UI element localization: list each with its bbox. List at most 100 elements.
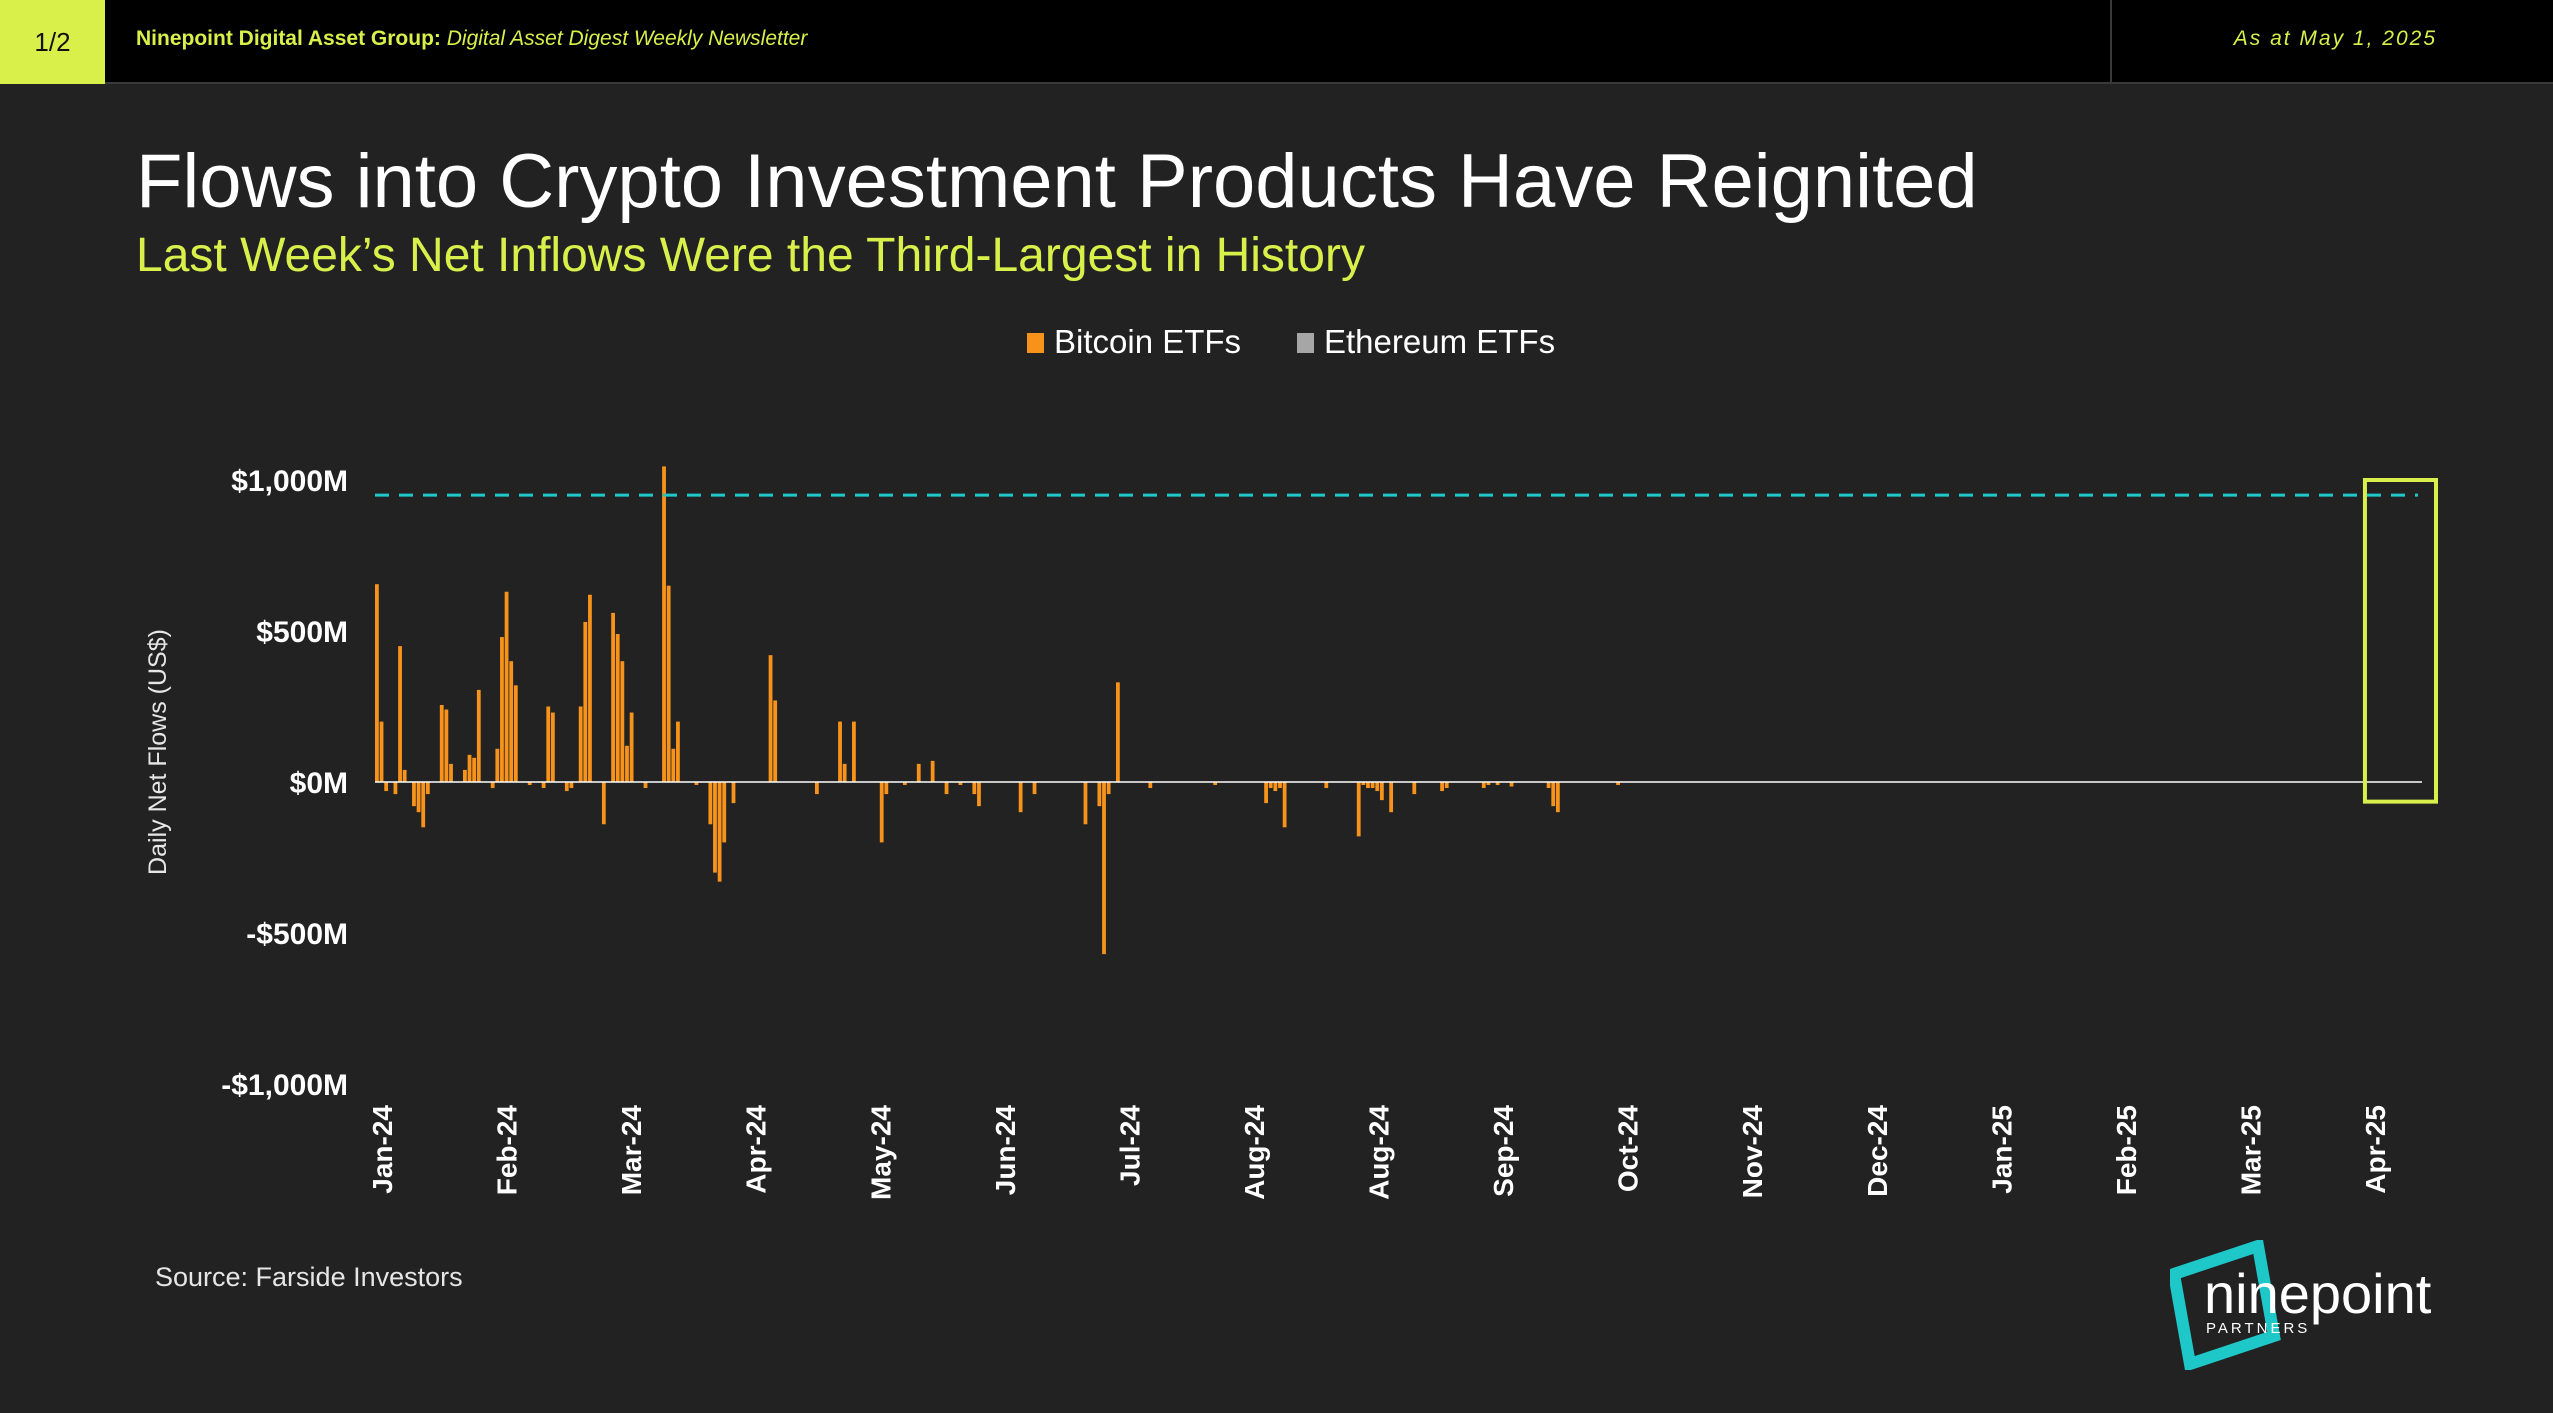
- bitcoin-bar: [773, 700, 778, 782]
- legend-label: Ethereum ETFs: [1324, 323, 1555, 360]
- bitcoin-bar: [527, 782, 532, 786]
- bitcoin-bar: [500, 637, 504, 782]
- bitcoin-bar: [1115, 682, 1120, 782]
- bitcoin-bar: [977, 782, 981, 807]
- bitcoin-bar: [513, 685, 518, 782]
- bitcoin-bar: [662, 466, 666, 782]
- x-tick-label: Jun-24: [990, 1105, 1021, 1196]
- bitcoin-bar: [666, 585, 671, 782]
- bitcoin-bar: [509, 661, 514, 782]
- bitcoin-bar: [416, 782, 421, 813]
- bitcoin-bar: [1106, 782, 1111, 795]
- bitcoin-bar: [916, 763, 921, 782]
- x-tick-label: Jan-25: [1986, 1105, 2017, 1194]
- bitcoin-bar: [601, 782, 606, 825]
- bitcoin-bar: [1444, 782, 1449, 789]
- bitcoin-bar: [1509, 782, 1514, 787]
- x-tick-label: Jan-24: [367, 1105, 398, 1194]
- x-tick-label: Dec-24: [1862, 1105, 1893, 1197]
- bitcoin-bar: [615, 634, 620, 782]
- logo-frame-icon: [2170, 1240, 2281, 1370]
- bitcoin-bar: [1213, 782, 1218, 786]
- x-tick-label: Feb-25: [2111, 1105, 2142, 1195]
- y-tick-label: $0M: [290, 767, 348, 800]
- as-at-date: As at May 1, 2025: [2233, 27, 2437, 50]
- legend-swatch: [1027, 333, 1044, 353]
- bitcoin-bar: [1273, 782, 1278, 792]
- bitcoin-bar: [546, 706, 551, 782]
- bitcoin-bar: [578, 706, 583, 782]
- bitcoin-bar: [1546, 782, 1551, 789]
- ninepoint-logo: ninepoint PARTNERS: [2170, 1240, 2432, 1370]
- x-tick-label: May-24: [865, 1105, 896, 1200]
- bitcoin-bar: [412, 782, 416, 807]
- bitcoin-bar: [620, 661, 625, 782]
- y-axis-label: Daily Net Flows (US$): [144, 629, 172, 875]
- bitcoin-bar: [629, 712, 634, 782]
- bitcoin-bar: [676, 721, 680, 782]
- y-tick-label: $500M: [256, 616, 348, 649]
- source-note: Source: Farside Investors: [155, 1262, 463, 1292]
- header-bar: 1/2 Ninepoint Digital Asset Group: Digit…: [0, 0, 2553, 84]
- bitcoin-bar: [425, 782, 430, 795]
- bitcoin-bar: [449, 763, 453, 782]
- bitcoin-bar: [1375, 782, 1380, 792]
- bitcoin-bar: [569, 782, 574, 789]
- newsletter-brand: Ninepoint Digital Asset Group: Digital A…: [136, 27, 807, 51]
- header-divider: [2110, 0, 2112, 84]
- x-tick-label: Mar-25: [2235, 1105, 2266, 1195]
- bitcoin-bar: [1282, 782, 1287, 828]
- bitcoin-bar: [722, 782, 727, 843]
- bitcoin-bar: [398, 646, 402, 782]
- bitcoin-bar: [694, 782, 699, 786]
- legend-swatch: [1297, 333, 1314, 353]
- bitcoin-bar: [930, 760, 935, 782]
- bitcoin-bar: [550, 712, 555, 782]
- bitcoin-bar: [713, 782, 717, 873]
- bitcoin-bar: [902, 782, 907, 786]
- logo-wordmark: ninepoint: [2204, 1262, 2432, 1325]
- bitcoin-bar: [1551, 782, 1556, 807]
- x-tick-label: Aug-24: [1239, 1105, 1270, 1200]
- bitcoin-bar: [583, 621, 588, 782]
- bitcoin-bar: [402, 769, 407, 782]
- bitcoin-bar: [1495, 782, 1500, 786]
- bitcoin-bar: [717, 782, 722, 882]
- bitcoin-bar: [1389, 782, 1394, 813]
- bitcoin-bar: [379, 721, 384, 782]
- bitcoin-bar: [1366, 782, 1370, 789]
- legend-label: Bitcoin ETFs: [1054, 323, 1241, 360]
- y-tick-label: $1,000M: [231, 465, 348, 498]
- bitcoin-bar: [1481, 782, 1486, 789]
- bitcoin-bar: [421, 782, 426, 828]
- bitcoin-bar: [384, 782, 389, 792]
- bitcoin-bar: [1097, 782, 1102, 807]
- bitcoin-bar: [884, 782, 889, 795]
- bitcoin-bar: [1264, 782, 1268, 804]
- x-tick-label: Mar-24: [616, 1105, 647, 1196]
- bitcoin-bar: [1018, 782, 1023, 813]
- bitcoin-bar: [879, 782, 884, 843]
- bitcoin-bar: [504, 591, 509, 782]
- bitcoin-bar: [1083, 782, 1088, 825]
- flows-bar-chart: Bitcoin ETFs Ethereum ETFs $1,000M $500M $0M…: [144, 323, 2438, 1200]
- page-indicator: 1/2: [0, 0, 105, 84]
- bitcoin-bar: [1412, 782, 1417, 795]
- bitcoin-bar: [1616, 782, 1620, 786]
- bitcoin-bar: [462, 769, 467, 782]
- bitcoin-bar: [852, 721, 856, 782]
- x-tick-label: Feb-24: [492, 1105, 523, 1196]
- bitcoin-bar: [958, 782, 963, 786]
- x-tick-label: Nov-24: [1737, 1105, 1768, 1199]
- bitcoin-bar: [814, 782, 819, 795]
- chart-legend: Bitcoin ETFs Ethereum ETFs: [1027, 323, 1555, 360]
- bitcoin-bar: [611, 612, 615, 782]
- bitcoin-bar: [393, 782, 398, 795]
- bar-series: [375, 466, 1620, 955]
- bitcoin-bar: [972, 782, 977, 795]
- page-title: Flows into Crypto Investment Products Ha…: [136, 139, 1978, 224]
- x-tick-label: Sep-24: [1488, 1105, 1519, 1197]
- bitcoin-bar: [1370, 782, 1375, 789]
- bitcoin-bar: [643, 782, 648, 789]
- bitcoin-bar: [1440, 782, 1444, 792]
